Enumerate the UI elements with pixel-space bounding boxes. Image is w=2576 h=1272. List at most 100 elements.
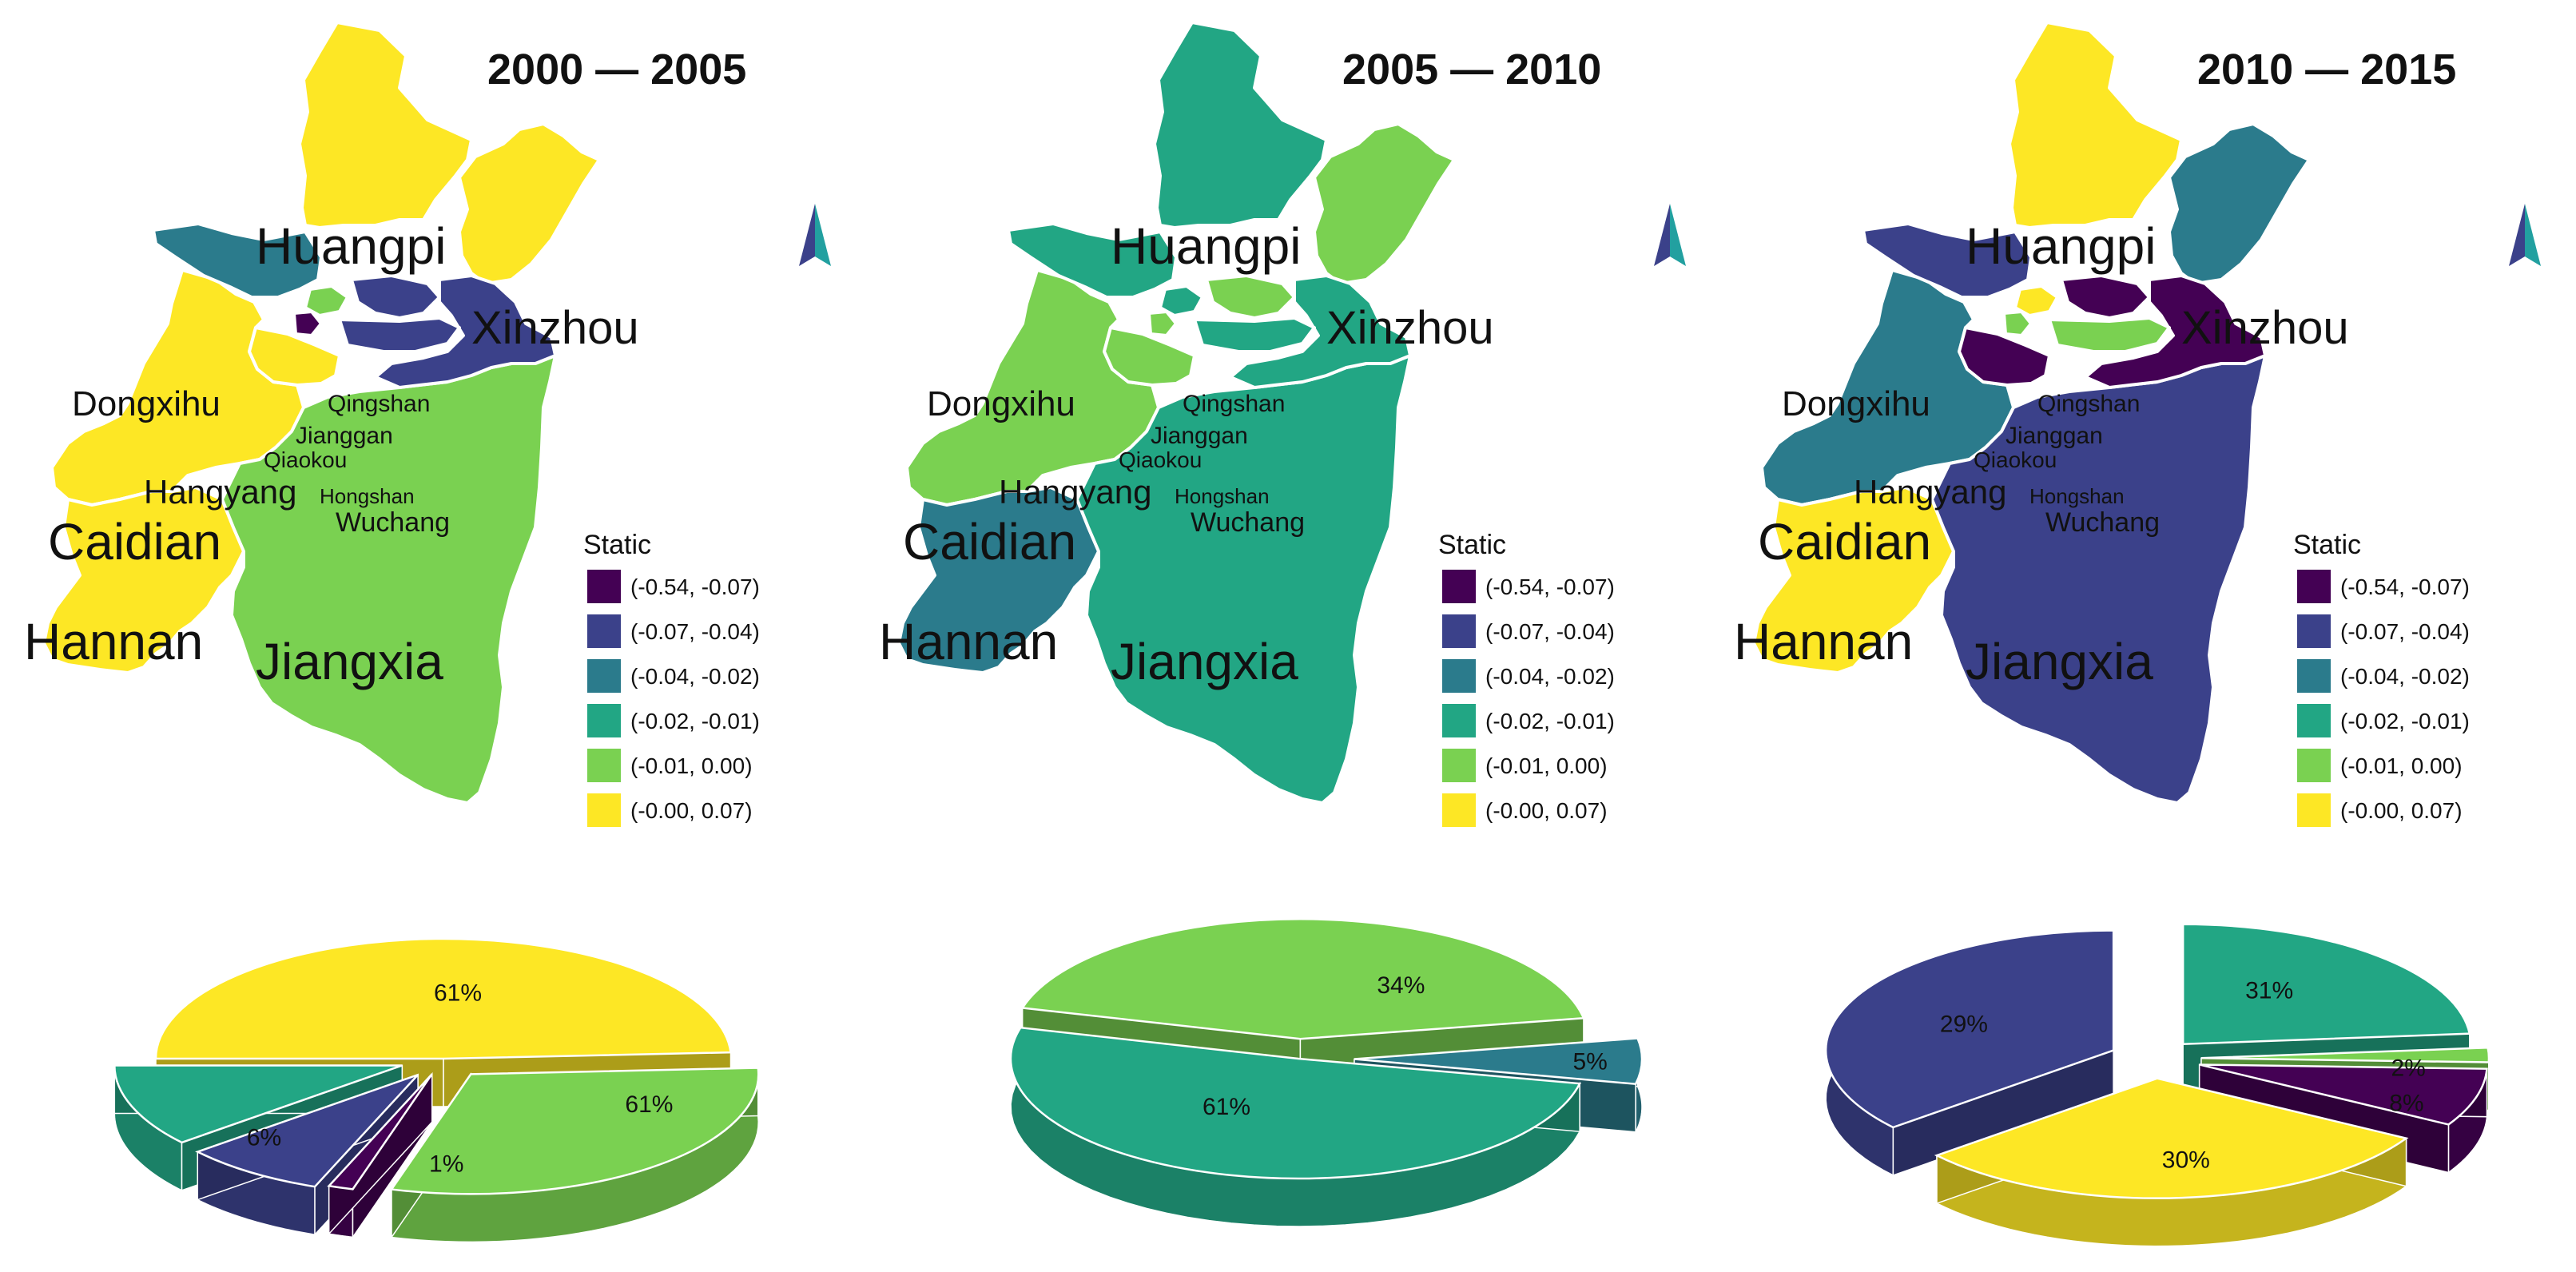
district-label-huangpi: Huangpi	[1111, 217, 1301, 275]
district-hannan	[1752, 486, 1955, 674]
panel-title: 2010 — 2015	[2197, 46, 2456, 93]
panel-title: 2005 — 2010	[1342, 46, 1601, 93]
district-label-xinzhou: Xinzhou	[2181, 302, 2349, 354]
legend-title: Static	[1438, 530, 1506, 560]
district-label-jianggan: Jianggan	[1151, 423, 1248, 449]
legend-swatch	[2297, 749, 2331, 782]
pie-label-2-2: 5%	[1573, 1049, 1608, 1075]
legend-swatch	[587, 793, 621, 827]
pie-chart-1: 61% 61% 1% 6%	[113, 937, 760, 1243]
pie-chart-3: 31% 2% 8% 30% 29%	[1824, 923, 2491, 1247]
map-2	[897, 21, 1456, 805]
map-1	[42, 21, 601, 805]
district-qingshan	[350, 274, 441, 320]
legend-swatch	[1442, 614, 1476, 648]
district-dongxihu	[1862, 222, 2033, 299]
district-label-hangyang: Hangyang	[999, 473, 1151, 511]
district-qiaokou	[292, 310, 323, 337]
district-label-qiaokou: Qiaokou	[264, 447, 347, 472]
legend-label: (-0.54, -0.07)	[630, 574, 760, 599]
pie-label-2-3: 61%	[1203, 1094, 1250, 1120]
district-label-dongxihu: Dongxihu	[1782, 384, 1930, 423]
district-label-caidian: Caidian	[903, 513, 1076, 570]
district-label-caidian: Caidian	[1758, 513, 1931, 570]
pie-label-1-1: 61%	[434, 980, 482, 1007]
district-qingshan	[2060, 274, 2151, 320]
panel-3: Huangpi Xinzhou Dongxihu Qingshan JiangganQi…	[1734, 21, 2541, 1247]
district-qingshan	[1205, 274, 1296, 320]
legend-label: (-0.54, -0.07)	[1485, 574, 1615, 599]
district-label-hongshan: Hongshan	[1175, 484, 1270, 508]
district-label-dongxihu: Dongxihu	[72, 384, 221, 423]
district-hangyang	[1103, 326, 1196, 387]
district-jianggan	[1159, 284, 1204, 317]
legend-swatch	[1442, 749, 1476, 782]
district-xinzhou	[458, 122, 601, 285]
legend-swatch	[2297, 793, 2331, 827]
district-jianggan	[304, 284, 349, 317]
legend-swatch	[1442, 704, 1476, 737]
legend-title: Static	[2293, 530, 2361, 560]
district-label-jianggan: Jianggan	[2006, 423, 2103, 449]
district-label-xinzhou: Xinzhou	[1326, 302, 1494, 354]
legend-title: Static	[583, 530, 651, 560]
pie-label-1-5: 6%	[247, 1124, 281, 1151]
district-huangpi	[1153, 21, 1328, 229]
legend-swatch	[2297, 614, 2331, 648]
legend: Static (-0.54, -0.07) (-0.07, -0.04) (-0.04…	[583, 530, 760, 827]
district-label-qingshan: Qingshan	[2037, 391, 2140, 417]
district-xinzhou	[2168, 122, 2311, 285]
district-hannan	[897, 486, 1100, 674]
legend-swatch	[1442, 793, 1476, 827]
panel-2: Huangpi Xinzhou Dongxihu Qingshan JiangganQi…	[879, 21, 1686, 1227]
north-arrow-icon	[2509, 204, 2541, 266]
district-label-wuchang: Wuchang	[2045, 507, 2160, 538]
legend-swatch	[1442, 659, 1476, 693]
pie-label-2-1: 34%	[1377, 972, 1425, 999]
district-hongshan	[2048, 316, 2171, 353]
panel-1: Huangpi Xinzhou Dongxihu Qingshan JiangganQi…	[24, 21, 831, 1243]
pie-slice-1-2	[389, 1067, 760, 1243]
district-hannan	[42, 486, 245, 674]
legend-swatch	[587, 614, 621, 648]
legend-swatch	[587, 704, 621, 737]
district-label-xinzhou: Xinzhou	[471, 302, 639, 354]
pie-label-3-4: 30%	[2162, 1147, 2210, 1174]
district-label-hannan: Hannan	[879, 613, 1058, 670]
north-arrow-icon	[799, 204, 831, 266]
legend-label: (-0.04, -0.02)	[630, 664, 760, 689]
district-wuchang	[1229, 274, 1412, 389]
district-label-hangyang: Hangyang	[144, 473, 296, 511]
district-label-hongshan: Hongshan	[320, 484, 415, 508]
pie-label-3-2: 2%	[2391, 1055, 2425, 1081]
district-hangyang	[248, 326, 341, 387]
pie-slice-1-3	[327, 1071, 433, 1239]
pie-label-3-5: 29%	[1940, 1012, 1988, 1038]
district-label-qingshan: Qingshan	[1183, 391, 1285, 417]
district-label-qiaokou: Qiaokou	[1119, 447, 1202, 472]
district-wuchang	[374, 274, 557, 389]
legend-label: (-0.54, -0.07)	[2340, 574, 2470, 599]
legend-swatch	[587, 659, 621, 693]
district-hangyang	[1958, 326, 2051, 387]
legend-label: (-0.04, -0.02)	[2340, 664, 2470, 689]
district-hongshan	[1193, 316, 1316, 353]
legend-swatch	[587, 749, 621, 782]
district-hongshan	[338, 316, 461, 353]
district-label-wuchang: Wuchang	[1191, 507, 1305, 538]
district-label-caidian: Caidian	[48, 513, 221, 570]
district-label-qiaokou: Qiaokou	[1974, 447, 2057, 472]
panel-title: 2000 — 2005	[487, 46, 746, 93]
district-label-hannan: Hannan	[1734, 613, 1913, 670]
pie-slice-3-5	[1824, 929, 2115, 1177]
pie-slice-3-4	[1934, 1077, 2409, 1247]
legend-swatch	[2297, 570, 2331, 603]
legend: Static (-0.54, -0.07) (-0.07, -0.04) (-0.04…	[2293, 530, 2470, 827]
district-label-huangpi: Huangpi	[1966, 217, 2156, 275]
legend-label: (-0.07, -0.04)	[630, 619, 760, 644]
pie-label-1-2: 61%	[625, 1091, 673, 1118]
pie-label-1-3: 1%	[429, 1151, 463, 1178]
map-3	[1752, 21, 2311, 805]
district-label-jiangxia: Jiangxia	[256, 633, 443, 690]
legend-label: (-0.07, -0.04)	[1485, 619, 1615, 644]
